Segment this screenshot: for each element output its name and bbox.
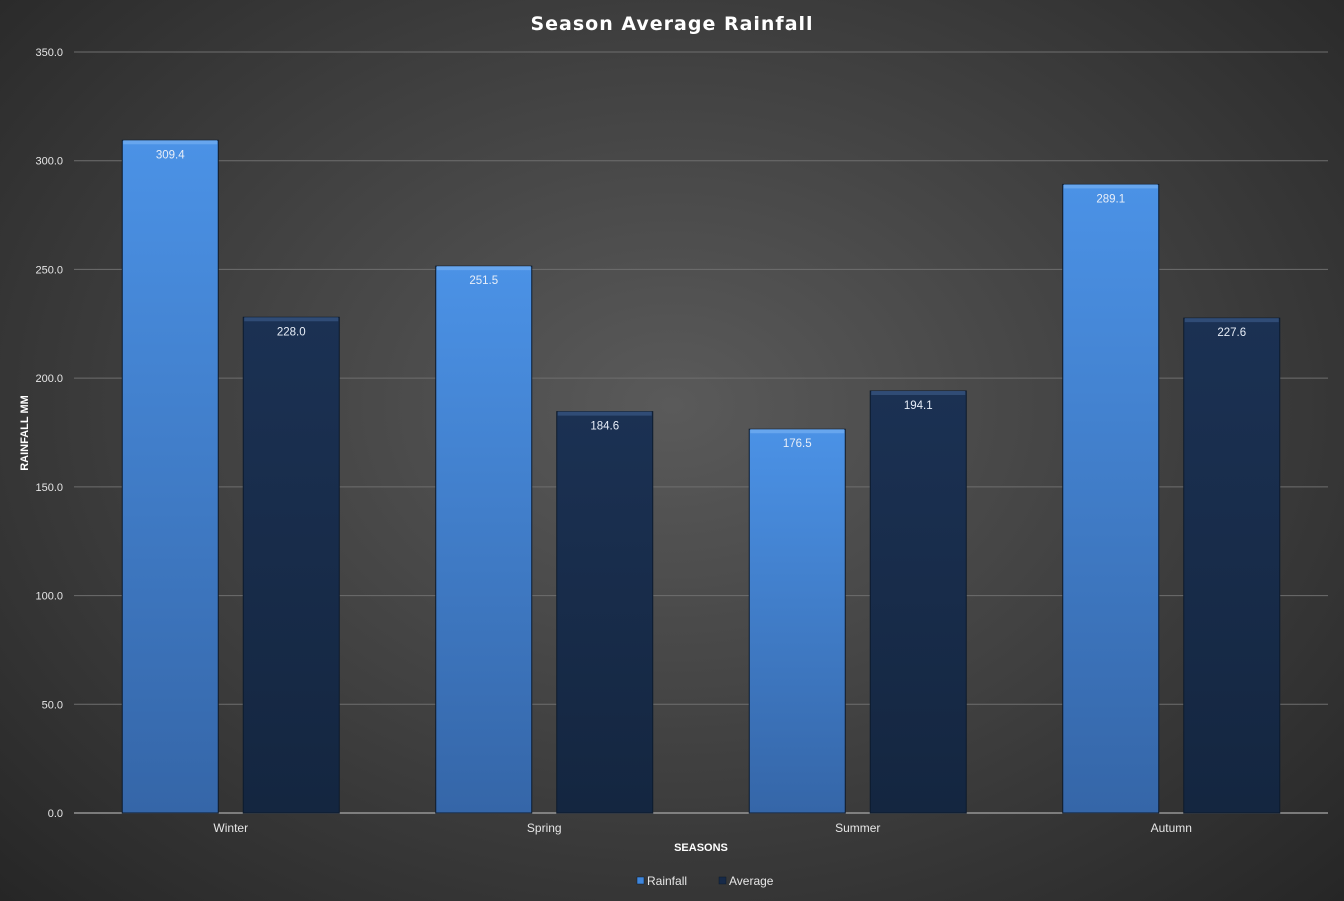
data-label: 184.6: [590, 421, 619, 433]
legend: Rainfall Average: [636, 874, 774, 888]
legend-label-average: Average: [729, 874, 774, 888]
y-axis-title: RAINFALL MM: [19, 395, 31, 471]
bar-rainfall-winter: [121, 139, 219, 814]
y-tick-label: 350.0: [35, 47, 63, 59]
bar-bevel: [871, 390, 966, 395]
x-axis-categories: Winter Spring Summer Autumn: [213, 821, 1192, 835]
y-axis-ticks: 0.0 50.0 100.0 150.0 200.0 250.0 300.0 350.0: [35, 47, 63, 820]
y-tick-label: 50.0: [42, 699, 63, 711]
bar-average-autumn: [1183, 317, 1281, 814]
x-category-label: Autumn: [1151, 821, 1192, 835]
legend-swatch-average: [718, 876, 727, 885]
data-label: 194.1: [904, 400, 933, 412]
bar-average-spring: [556, 411, 654, 814]
x-axis-title: SEASONS: [674, 842, 728, 854]
bar-rainfall-autumn: [1062, 183, 1160, 814]
bar-rainfall-spring: [435, 265, 533, 814]
data-label: 309.4: [156, 149, 185, 161]
y-tick-label: 200.0: [35, 373, 63, 385]
legend-label-rainfall: Rainfall: [647, 874, 687, 888]
bars: [121, 139, 1281, 814]
data-label: 227.6: [1217, 327, 1246, 339]
bar-bevel: [750, 429, 845, 434]
bar-bevel: [436, 266, 531, 271]
bar-bevel: [557, 411, 652, 416]
bar-average-summer: [869, 390, 967, 814]
y-tick-label: 300.0: [35, 156, 63, 168]
bar-bevel: [1063, 184, 1158, 189]
data-label: 228.0: [277, 326, 306, 338]
data-label: 176.5: [783, 438, 812, 450]
bar-bevel: [1184, 318, 1279, 323]
x-category-label: Spring: [527, 821, 562, 835]
x-category-label: Winter: [213, 821, 248, 835]
data-labels: 309.4 228.0 251.5 184.6 176.5 194.1 289.1 227.6: [156, 149, 1246, 450]
y-tick-label: 100.0: [35, 591, 63, 603]
y-tick-label: 0.0: [48, 808, 63, 820]
x-category-label: Summer: [835, 821, 880, 835]
bar-bevel: [244, 317, 339, 322]
y-tick-label: 150.0: [35, 482, 63, 494]
data-label: 251.5: [469, 275, 498, 287]
chart-title: Season Average Rainfall: [530, 13, 813, 35]
bar-rainfall-summer: [748, 428, 846, 814]
data-label: 289.1: [1096, 193, 1125, 205]
legend-swatch-rainfall: [636, 876, 645, 885]
bar-average-winter: [242, 316, 340, 814]
y-tick-label: 250.0: [35, 264, 63, 276]
bar-bevel: [123, 140, 218, 145]
